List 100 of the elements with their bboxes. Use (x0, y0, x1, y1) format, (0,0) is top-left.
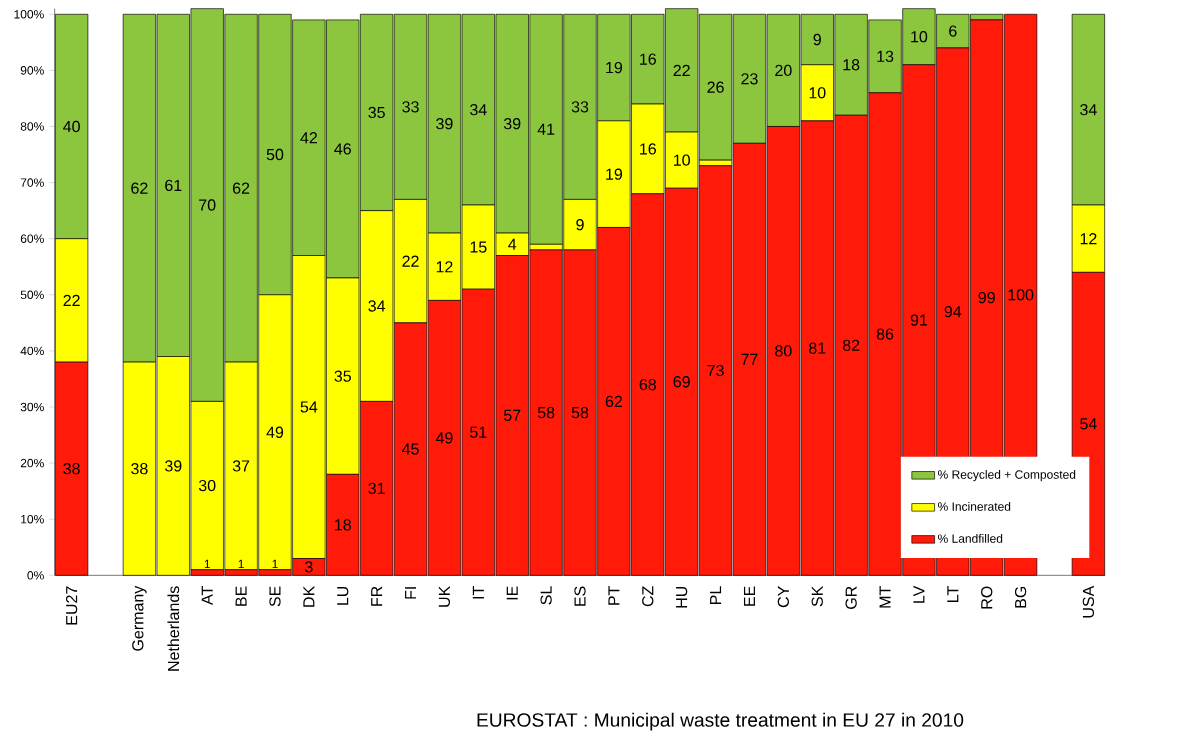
data-label: 45 (402, 443, 419, 455)
x-tick-label: EE (743, 586, 755, 606)
x-tick-label: SK (811, 585, 823, 607)
data-label: 20 (775, 64, 792, 77)
data-label: 86 (876, 328, 894, 340)
data-label: 34 (368, 300, 386, 312)
data-label: 12 (1080, 233, 1097, 245)
y-tick-label: 50% (20, 290, 44, 300)
data-label: 23 (741, 73, 758, 85)
data-label: 38 (63, 463, 80, 475)
data-label: 33 (402, 101, 419, 113)
data-label: 16 (640, 143, 656, 155)
data-label: 10 (911, 31, 928, 43)
text: EUROSTAT : Municipal waste treatment in EU 27 in 2010 (477, 712, 964, 731)
data-label: 38 (131, 463, 148, 475)
x-tick-label: PL (710, 586, 722, 604)
data-label: 49 (435, 432, 453, 444)
data-label: 81 (809, 342, 826, 354)
data-label: 19 (606, 61, 623, 74)
y-tick-label: 60% (20, 234, 44, 243)
x-tick-label: CZ (642, 586, 654, 607)
data-label: 35 (368, 106, 385, 119)
data-label: 54 (300, 401, 318, 413)
x-tick-label: BG (1014, 586, 1027, 608)
data-label: 94 (944, 305, 962, 318)
x-tick-label: CY (777, 586, 790, 608)
y-tick-label: 30% (20, 402, 44, 412)
y-tick-label: 0% (27, 571, 44, 580)
y-tick-label: 40% (20, 346, 44, 356)
data-label: 22 (402, 255, 419, 267)
data-label: 18 (335, 519, 351, 531)
data-label: 30 (198, 479, 216, 492)
y-tick-label: 70% (20, 178, 44, 187)
data-label: 1 (238, 559, 244, 569)
x-tick-label: IT (472, 586, 484, 599)
y-tick-label: 20% (20, 458, 44, 468)
data-label: 50 (266, 148, 284, 161)
data-label: 82 (842, 339, 860, 351)
data-label: 77 (741, 353, 758, 365)
y-tick-label: 90% (20, 66, 44, 75)
data-label: 41 (537, 123, 555, 135)
data-label: 40 (63, 120, 80, 133)
data-label: 100 (1008, 289, 1034, 301)
data-label: 3 (305, 561, 313, 573)
data-label: 26 (707, 81, 724, 93)
data-label: 18 (843, 59, 860, 71)
data-label: 13 (877, 50, 894, 62)
data-label: 58 (571, 406, 589, 419)
x-tick-label: AT (201, 586, 213, 605)
data-label: 54 (1080, 418, 1097, 430)
x-tick-label: EU27 (65, 586, 78, 625)
data-label: 34 (1080, 103, 1097, 116)
data-label: 73 (707, 364, 724, 377)
legend-label: % Recycled + Composted (938, 469, 1076, 482)
data-label: 16 (640, 53, 656, 65)
x-tick-label: RO (981, 586, 993, 609)
legend-label: % Landfilled (938, 534, 1003, 543)
x-tick-label: BE (235, 586, 247, 606)
data-label: 99 (978, 291, 995, 304)
data-label: 70 (199, 199, 216, 211)
data-label: 39 (503, 118, 521, 130)
x-tick-label: FI (405, 587, 417, 599)
x-tick-label: Netherlands (167, 586, 180, 671)
x-tick-label: USA (1082, 585, 1095, 618)
data-label: 4 (508, 238, 517, 250)
data-label: 58 (537, 406, 555, 419)
y-tick-label: 80% (20, 122, 44, 131)
data-label: 39 (436, 118, 453, 130)
data-label: 91 (910, 314, 928, 326)
x-tick-label: PT (608, 586, 620, 605)
x-tick-label: IE (506, 586, 518, 600)
x-tick-label: DK (303, 585, 315, 607)
x-tick-label: MT (879, 586, 891, 608)
data-label: 57 (503, 409, 521, 421)
data-label: 62 (131, 182, 148, 194)
x-tick-label: ES (574, 586, 586, 606)
x-tick-label: UK (438, 585, 451, 607)
x-tick-label: HU (676, 586, 688, 608)
data-label: 61 (165, 179, 182, 192)
data-label: 34 (470, 103, 487, 116)
data-label: 51 (470, 426, 487, 438)
data-label: 35 (334, 370, 351, 382)
y-tick-label: 10% (21, 514, 44, 524)
data-label: 42 (300, 132, 317, 144)
data-label: 10 (809, 87, 826, 99)
legend-label: % Incinerated (938, 501, 1011, 511)
data-label: 6 (949, 25, 957, 37)
data-label: 12 (436, 261, 453, 273)
x-tick-label: FR (371, 586, 383, 606)
data-label: 1 (272, 559, 278, 569)
data-label: 49 (266, 426, 284, 438)
data-label: 39 (165, 460, 182, 472)
data-label: 9 (813, 33, 821, 46)
data-label: 62 (233, 182, 250, 194)
data-label: 10 (674, 154, 690, 166)
x-tick-label: LT (947, 586, 959, 602)
data-label: 31 (368, 482, 385, 495)
data-label: 62 (605, 395, 622, 408)
data-label: 19 (606, 168, 623, 180)
y-tick-label: 100% (14, 10, 44, 19)
